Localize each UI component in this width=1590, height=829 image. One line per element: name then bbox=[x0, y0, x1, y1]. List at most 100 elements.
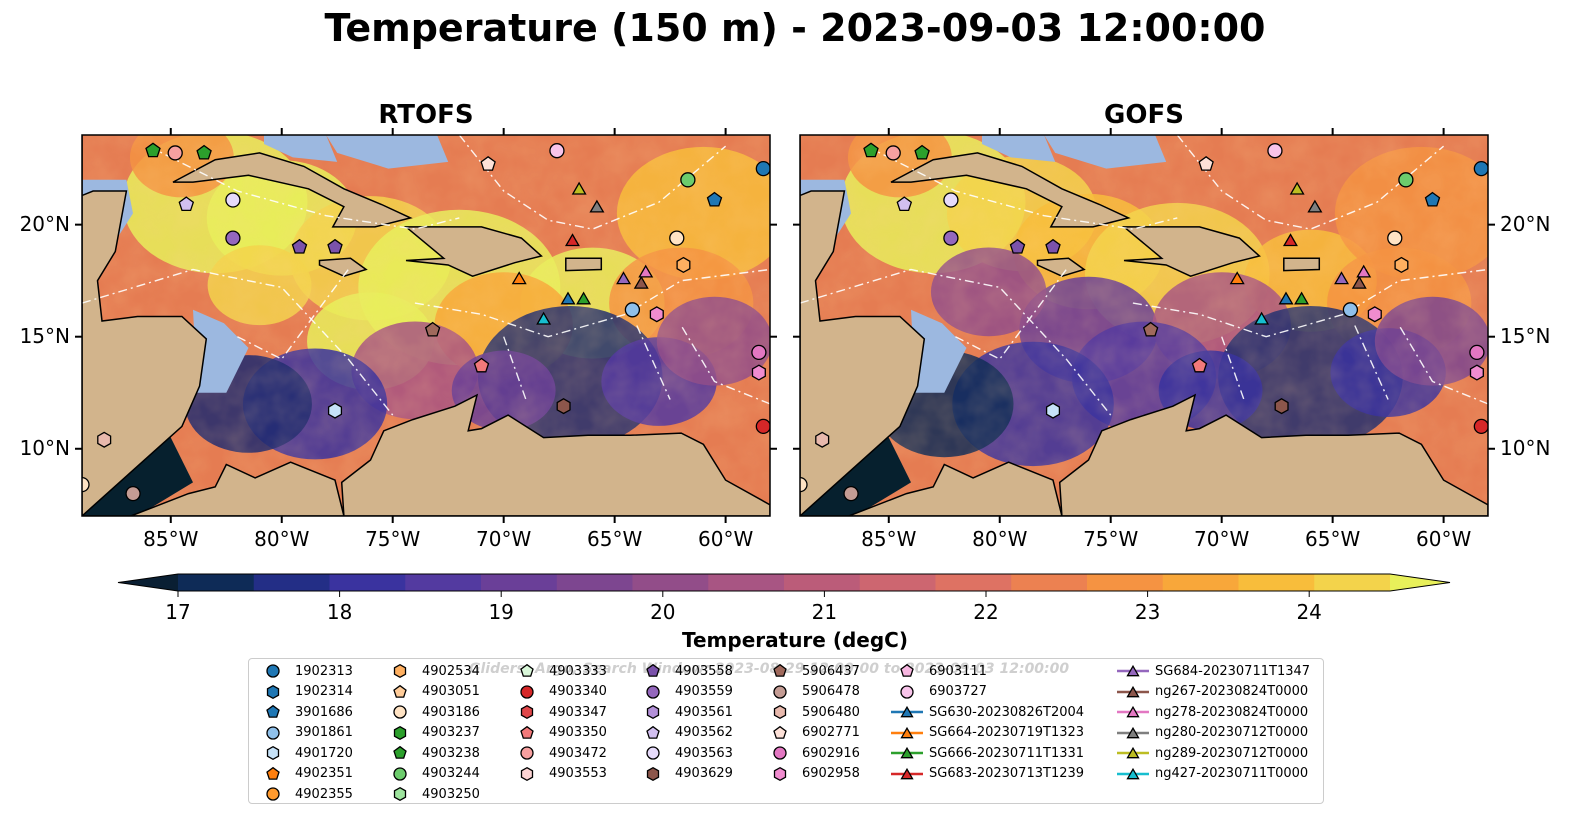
legend-marker bbox=[266, 766, 280, 780]
legend-item: 1902314 bbox=[255, 682, 353, 702]
legend-marker bbox=[646, 704, 660, 720]
legend-marker bbox=[646, 684, 660, 699]
boundary-line bbox=[866, 145, 1178, 230]
colorbar-segment bbox=[859, 574, 936, 591]
obs-marker-SG666-20230711T1331 bbox=[1294, 291, 1310, 305]
south-america-land bbox=[340, 393, 770, 516]
obs-marker-6902958 bbox=[1367, 306, 1382, 323]
obs-marker-1902313 bbox=[755, 160, 770, 177]
legend-marker bbox=[646, 746, 660, 760]
colorbar-tick-label: 24 bbox=[1296, 600, 1322, 624]
legend-label: 6903111 bbox=[929, 663, 987, 679]
legend-marker-shape bbox=[773, 766, 787, 781]
puerto-rico-land bbox=[565, 257, 603, 272]
legend-marker bbox=[393, 745, 407, 759]
legend-item: 4903629 bbox=[635, 764, 733, 784]
obs-marker-ng280-20230712T0000 bbox=[1307, 199, 1323, 213]
legend-marker bbox=[520, 704, 534, 720]
boundary-line bbox=[636, 325, 671, 400]
cuba-land bbox=[172, 152, 413, 228]
obs-marker-SG630-20230826T2004 bbox=[560, 291, 576, 305]
obs-marker-6902958 bbox=[649, 306, 664, 323]
legend-item: 4903553 bbox=[509, 764, 607, 784]
legend-marker-shape bbox=[646, 704, 660, 720]
legend-marker bbox=[773, 684, 787, 699]
x-tick-label: 70°W bbox=[476, 527, 532, 551]
boundary-line bbox=[1176, 135, 1445, 230]
legend-label: 4901720 bbox=[295, 745, 353, 761]
obs-marker-4903472 bbox=[167, 145, 183, 161]
x-tick-label: 65°W bbox=[1305, 527, 1361, 551]
legend-marker-shape bbox=[520, 725, 534, 739]
obs-marker-4901720 bbox=[327, 402, 343, 419]
central-america-land bbox=[800, 135, 1063, 516]
legend-marker bbox=[773, 704, 787, 720]
legend-item: SG684-20230711T1347 bbox=[1115, 661, 1310, 681]
legend-item: 4903558 bbox=[635, 661, 733, 681]
legend-label: ng280-20230712T0000 bbox=[1155, 725, 1309, 740]
obs-marker-5906480 bbox=[97, 431, 112, 448]
legend-label: 4903051 bbox=[422, 684, 480, 699]
obs-marker-4903238b bbox=[914, 144, 930, 160]
legend-marker-shape bbox=[520, 663, 534, 677]
colorbar-tick-label: 20 bbox=[650, 600, 676, 624]
legend-marker bbox=[900, 684, 914, 699]
legend-item: ng427-20230711T0000 bbox=[1115, 764, 1308, 784]
y-tick-label: 10°N bbox=[1500, 435, 1551, 460]
boundary-line bbox=[1354, 325, 1389, 400]
legend-marker-shape bbox=[266, 704, 280, 718]
legend-item: 6902916 bbox=[762, 743, 860, 763]
colorbar-segment bbox=[935, 574, 1012, 591]
legend-item: 5906480 bbox=[762, 702, 860, 722]
legend-item: 4903350 bbox=[509, 723, 607, 743]
legend-marker-shape bbox=[773, 684, 787, 699]
central-america-land bbox=[82, 135, 345, 516]
legend-item: ng278-20230824T0000 bbox=[1115, 702, 1308, 722]
legend-item: 5906478 bbox=[762, 682, 860, 702]
obs-marker-SG684-20230711T1347 bbox=[616, 271, 632, 285]
legend-marker bbox=[773, 746, 787, 760]
obs-marker-ng267-20230824T0000 bbox=[633, 275, 649, 289]
obs-marker-4903186b bbox=[82, 476, 90, 493]
legend-label: 4903340 bbox=[549, 684, 607, 699]
legend-item: 4903347 bbox=[509, 702, 607, 722]
legend-marker-shape bbox=[773, 704, 787, 720]
legend-label: SG683-20230713T1239 bbox=[929, 766, 1085, 781]
legend-item: 4903562 bbox=[635, 723, 733, 743]
obs-marker-SG630-20230826T2004 bbox=[1278, 291, 1294, 305]
obs-marker-SG666-20230711T1331 bbox=[576, 291, 592, 305]
legend-marker-shape bbox=[773, 746, 787, 760]
colorbar-segment bbox=[405, 574, 482, 591]
legend-marker-shape bbox=[1126, 726, 1140, 738]
legend-marker-shape bbox=[393, 725, 407, 740]
legend-marker-shape bbox=[393, 745, 407, 759]
legend-marker bbox=[773, 663, 787, 677]
y-tick-label: 10°N bbox=[19, 435, 70, 460]
map-frame-gofs bbox=[799, 134, 1489, 517]
legend-marker bbox=[1117, 767, 1149, 779]
legend-marker bbox=[266, 745, 280, 761]
legend-label: ng278-20230824T0000 bbox=[1155, 704, 1309, 720]
obs-marker-4903629 bbox=[1274, 398, 1289, 415]
south-america-land bbox=[1058, 393, 1488, 516]
legend-marker-shape bbox=[646, 684, 660, 699]
boundary-line bbox=[1221, 336, 1245, 400]
legend-marker-shape bbox=[900, 726, 914, 738]
legend-label: 4903553 bbox=[549, 766, 607, 781]
boundary-line bbox=[680, 325, 770, 405]
legend-label: 6902916 bbox=[802, 745, 860, 761]
legend-item: 4902351 bbox=[255, 764, 353, 784]
colorbar-segment bbox=[632, 574, 709, 591]
obs-marker-SG664-20230719T1323 bbox=[1229, 271, 1245, 285]
colorbar-extend-high bbox=[1390, 574, 1450, 591]
obs-marker-SG683-20230713T1239 bbox=[564, 233, 580, 247]
colorbar-label: Temperature (degC) bbox=[682, 628, 908, 652]
legend-marker-shape bbox=[520, 704, 534, 720]
shelf bbox=[326, 135, 449, 169]
colorbar-segment bbox=[253, 574, 330, 591]
colorbar-tick-label: 23 bbox=[1134, 600, 1161, 624]
legend-marker bbox=[520, 766, 534, 781]
colorbar-segment bbox=[1087, 574, 1164, 591]
legend-label: 6902958 bbox=[802, 766, 860, 781]
legend-marker-shape bbox=[900, 663, 914, 677]
